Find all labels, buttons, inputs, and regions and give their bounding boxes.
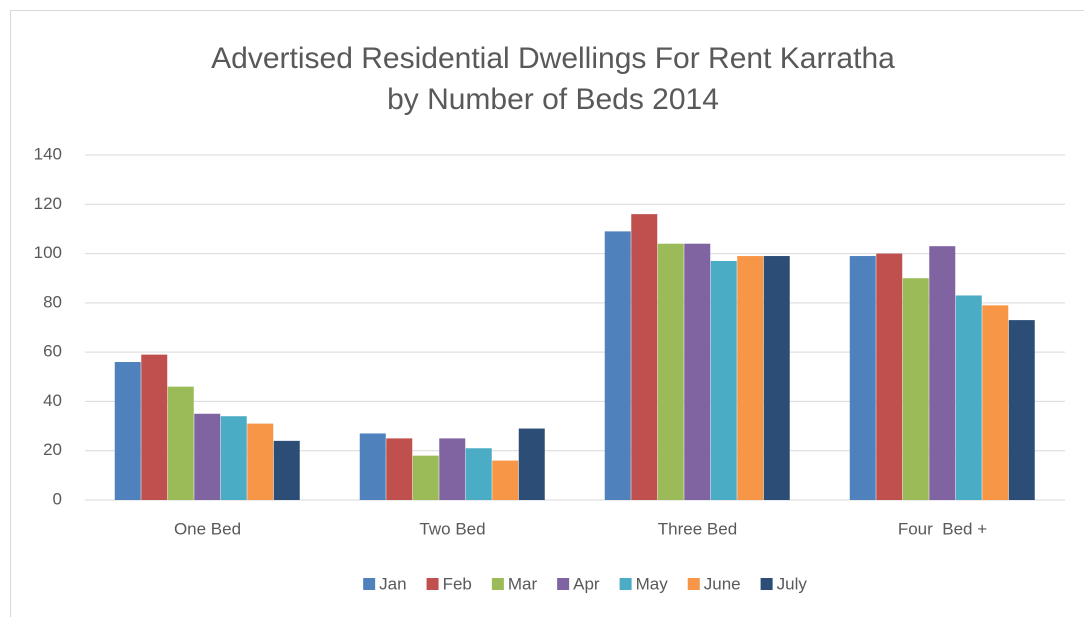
- bar: [359, 433, 386, 500]
- legend-swatch: [426, 578, 439, 590]
- bar: [631, 214, 658, 500]
- legend-label: Apr: [573, 574, 600, 593]
- y-tick-label: 80: [43, 292, 62, 311]
- bar: [386, 438, 413, 500]
- bar: [737, 256, 764, 500]
- bar: [763, 256, 790, 500]
- bar: [982, 305, 1009, 500]
- legend-label: July: [777, 574, 808, 593]
- y-tick-label: 140: [34, 144, 62, 163]
- y-tick-label: 20: [43, 440, 62, 459]
- bar: [273, 440, 300, 500]
- bar: [657, 243, 684, 500]
- bar: [167, 386, 194, 500]
- chart-title: by Number of Beds 2014: [387, 83, 719, 116]
- bar: [604, 231, 631, 500]
- bar: [492, 460, 519, 500]
- bar: [876, 253, 903, 500]
- chart-title: Advertised Residential Dwellings For Ren…: [211, 42, 895, 75]
- bar: [141, 354, 168, 500]
- bar: [955, 295, 982, 500]
- bar: [114, 362, 141, 500]
- y-tick-label: 120: [34, 194, 62, 213]
- bar: [710, 260, 737, 500]
- bar: [465, 448, 492, 500]
- bar: [412, 455, 439, 500]
- legend-swatch: [760, 578, 773, 590]
- x-tick-label: Two Bed: [419, 519, 485, 538]
- y-tick-label: 40: [43, 391, 62, 410]
- y-tick-label: 100: [34, 243, 62, 262]
- bar: [194, 413, 221, 500]
- legend-label: May: [636, 574, 669, 593]
- x-tick-label: Four Bed +: [898, 519, 987, 538]
- legend-swatch: [687, 578, 700, 590]
- legend-label: June: [704, 574, 741, 593]
- bar: [902, 278, 929, 500]
- y-tick-label: 0: [53, 489, 62, 508]
- bar: [929, 246, 956, 500]
- legend-swatch: [557, 578, 570, 590]
- legend-swatch: [491, 578, 504, 590]
- bar: [684, 243, 711, 500]
- x-tick-label: Three Bed: [658, 519, 737, 538]
- bar: [247, 423, 274, 500]
- bar: [1008, 320, 1035, 500]
- bar: [439, 438, 466, 500]
- legend-label: Jan: [379, 574, 406, 593]
- legend-swatch: [619, 578, 632, 590]
- x-tick-label: One Bed: [174, 519, 241, 538]
- legend-swatch: [363, 578, 376, 590]
- bar: [518, 428, 545, 500]
- bar: [849, 256, 876, 500]
- legend-label: Feb: [443, 574, 472, 593]
- bar: [220, 416, 247, 500]
- legend-label: Mar: [508, 574, 538, 593]
- y-tick-label: 60: [43, 342, 62, 361]
